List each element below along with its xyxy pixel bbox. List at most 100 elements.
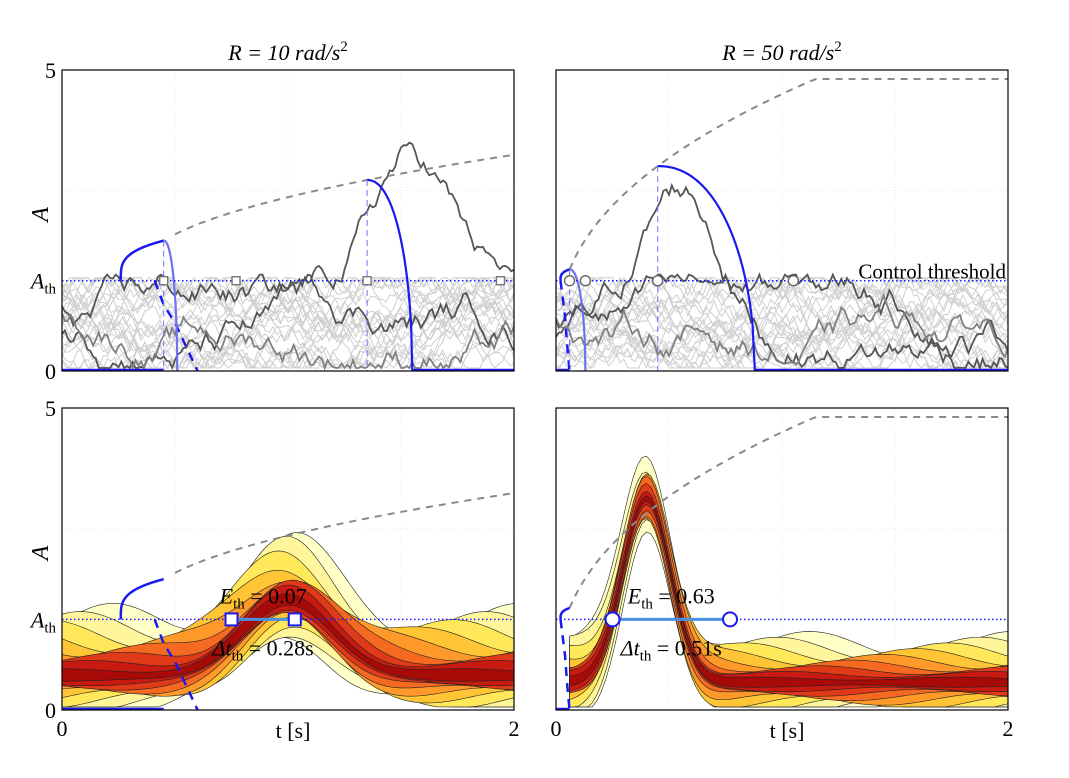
trace-gray: [556, 316, 1008, 369]
curve-fall: [163, 239, 179, 371]
y-tick-label: 5: [45, 58, 56, 83]
trace-dark: [556, 272, 1008, 359]
trace-gray: [62, 282, 514, 369]
crossing-marker: [231, 276, 241, 286]
panel-top-right: Control threshold R = 50 rad/s2: [555, 39, 1009, 372]
plot-area-bottom-right: [556, 408, 1008, 710]
trace-gray: [556, 302, 1008, 368]
y-tick-label: 5: [45, 396, 56, 421]
crossing-marker: [579, 275, 592, 287]
title-text: R = 10 rad/s: [227, 40, 340, 65]
trace-gray: [556, 276, 1008, 360]
title-sup: 2: [834, 39, 842, 55]
trace-gray: [62, 277, 514, 364]
interval-marker: [224, 612, 239, 627]
crossing-marker: [652, 275, 664, 287]
curve-lower-branch: [559, 619, 571, 710]
trace-gray: [62, 278, 514, 369]
threshold-axis-symbol: A: [29, 607, 45, 632]
trace-gray: [62, 277, 514, 349]
curve-upper-branch: [559, 606, 570, 620]
density-band: [569, 490, 1008, 693]
e-th-sub: th: [641, 596, 653, 612]
x-tick-label: 0: [57, 716, 68, 741]
density-band: [62, 593, 514, 682]
e-th-eq: =: [653, 583, 676, 608]
threshold-axis-label: Ath: [29, 269, 57, 298]
trace-gray: [556, 315, 1008, 370]
curve-extension: [174, 492, 514, 574]
panel-title: R = 50 rad/s2: [721, 39, 842, 65]
curve-extension: [568, 416, 1008, 609]
interval-marker: [287, 612, 302, 627]
curve-extension: [568, 78, 1008, 270]
trace-gray: [556, 289, 1008, 365]
threshold-axis-sub: th: [44, 620, 56, 636]
trace-gray: [62, 276, 514, 346]
plot-area-top-left: [62, 70, 514, 371]
y-axis-label: A: [28, 207, 54, 224]
curve-lower-branch: [153, 618, 199, 710]
trace-gray: [556, 277, 1008, 369]
threshold-axis-symbol: A: [29, 269, 45, 294]
y-tick-label: 0: [45, 698, 56, 723]
curve-lower-branch: [559, 280, 571, 371]
curve-lower-branch: [153, 280, 199, 371]
plot-area-top-right: [556, 70, 1008, 371]
threshold-axis-sub: th: [44, 282, 56, 298]
dt-th-sub: th: [232, 648, 244, 664]
plot-area-bottom-left: [62, 408, 514, 710]
dt-th-label: Δtth = 0.51s: [620, 635, 722, 664]
trace-gray: [62, 288, 514, 369]
crossing-marker: [495, 276, 506, 286]
curve-extension: [174, 153, 514, 236]
dt-th-label: Δtth = 0.28s: [212, 635, 314, 664]
e-th-symbol: E: [627, 583, 642, 608]
axes-frame: [61, 407, 515, 711]
x-axis-label: t [s]: [770, 718, 805, 743]
trace-dark: [62, 273, 514, 352]
interval-marker: [604, 611, 621, 628]
x-axis-label: t [s]: [276, 718, 311, 743]
trace-gray: [62, 304, 514, 369]
dt-th-value: 0.28s: [267, 635, 314, 660]
curve-upper-branch: [119, 239, 165, 281]
trace-gray: [62, 288, 514, 370]
interval-marker: [722, 611, 739, 628]
trace-gray: [62, 276, 514, 341]
density-band: [569, 495, 1008, 688]
title-text: R = 50 rad/s: [721, 40, 834, 65]
e-th-label: Eth = 0.63: [627, 583, 715, 612]
panel-title: R = 10 rad/s2: [227, 39, 348, 65]
crossing-marker: [362, 276, 372, 286]
e-th-value: 0.07: [268, 583, 307, 608]
curve-upper-branch: [119, 577, 165, 620]
curve-fall: [367, 178, 414, 371]
axes-frame: [555, 407, 1009, 711]
y-tick-label: 0: [45, 359, 56, 384]
y-axis-label: A: [28, 545, 54, 562]
dt-th-eq: =: [243, 635, 266, 660]
e-th-label: Eth = 0.07: [219, 583, 307, 612]
trace-gray: [62, 277, 514, 354]
axes-frame: [61, 69, 515, 372]
control-threshold-label: Control threshold: [858, 260, 1006, 284]
dt-th-symbol: Δt: [212, 635, 233, 660]
crossing-marker: [158, 276, 169, 286]
trace-gray: [62, 285, 514, 370]
trace-gray: [62, 276, 514, 335]
curve-fall: [657, 165, 756, 371]
x-tick-label: 2: [1003, 716, 1014, 741]
e-th-eq: =: [245, 583, 268, 608]
crossing-marker: [787, 275, 799, 287]
trace-gray: [556, 288, 1008, 355]
dt-th-value: 0.51s: [675, 635, 722, 660]
trace-dark: [62, 312, 514, 371]
x-tick-label: 2: [509, 716, 520, 741]
dt-th-symbol: Δt: [620, 635, 641, 660]
crossing-marker: [563, 275, 576, 287]
